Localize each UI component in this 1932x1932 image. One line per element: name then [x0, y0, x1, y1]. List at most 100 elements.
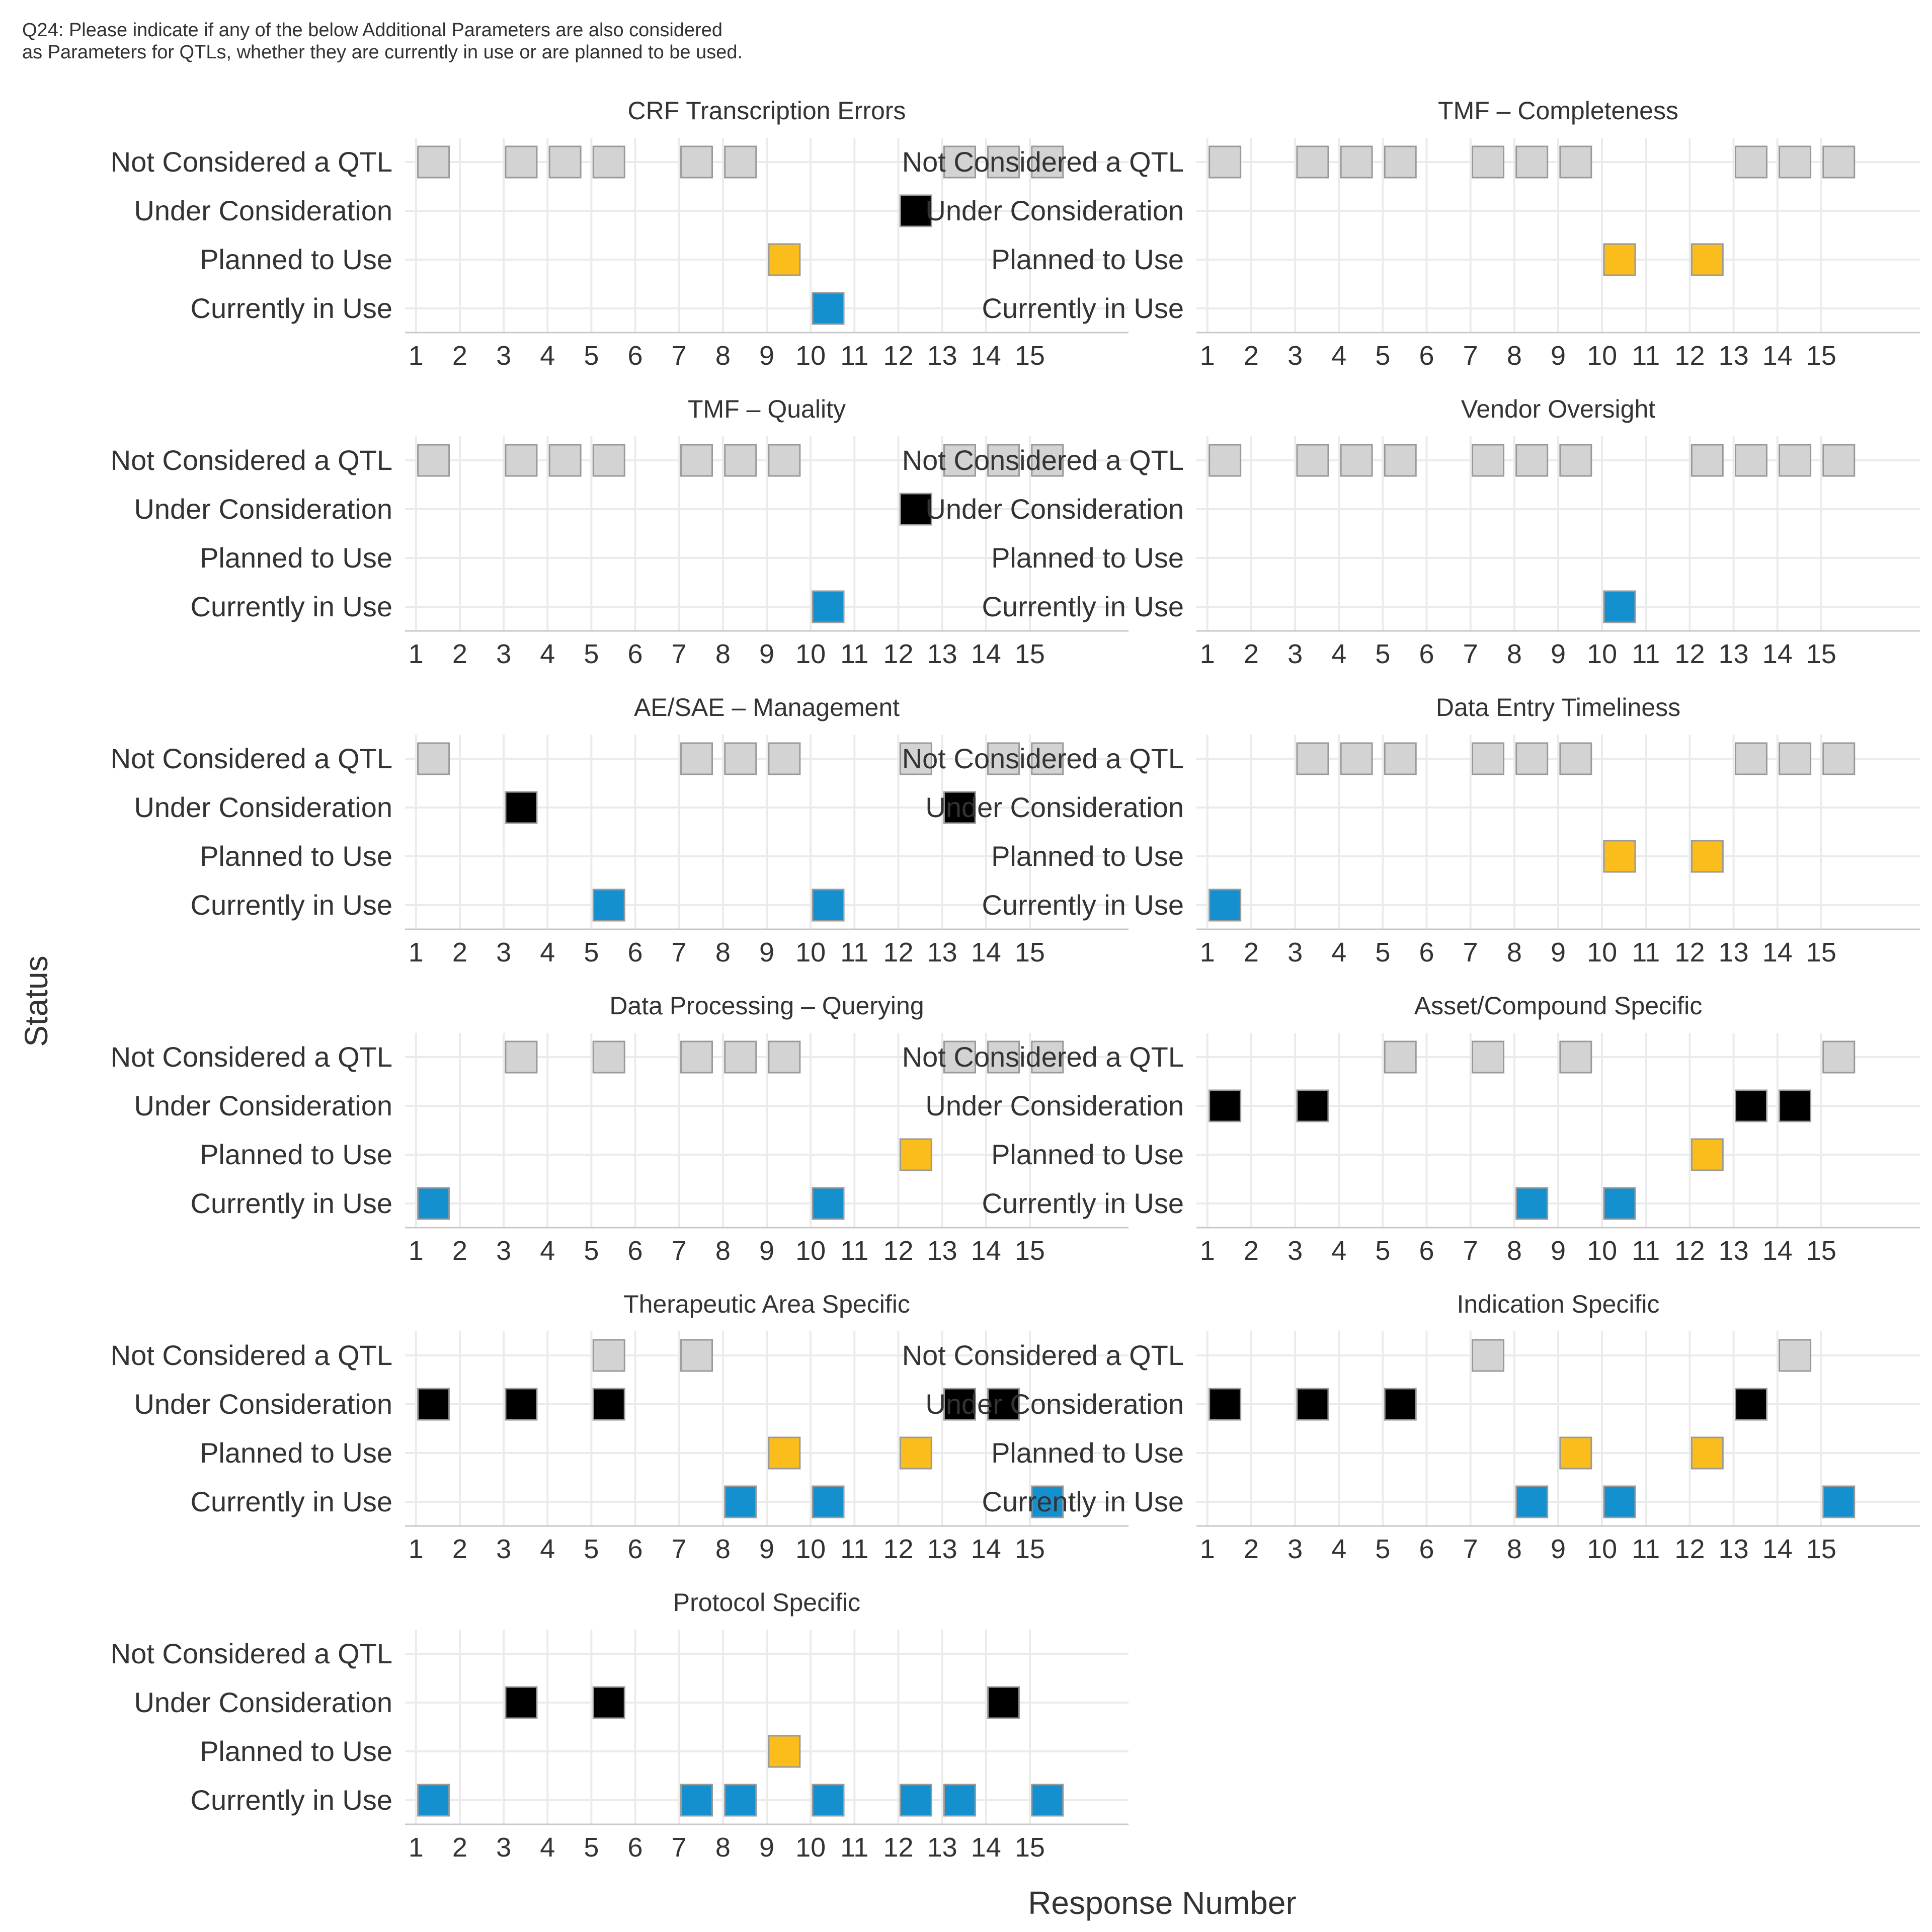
response-tile: [1472, 444, 1505, 477]
y-tick-label: Planned to Use: [200, 1437, 392, 1469]
response-tile: [987, 1686, 1020, 1719]
x-tick-label: 2: [452, 639, 467, 669]
y-tick-label: Currently in Use: [191, 591, 392, 622]
response-tile: [417, 145, 450, 179]
x-tick-label: 4: [1331, 1534, 1346, 1564]
y-tick-label: Under Consideration: [925, 791, 1184, 823]
x-tick-label: 3: [1287, 639, 1303, 669]
x-tick-label: 15: [1806, 937, 1836, 968]
x-tick-label: 5: [584, 1534, 599, 1564]
x-tick-label: 11: [1632, 639, 1660, 669]
y-tick-label: Currently in Use: [982, 591, 1184, 622]
y-tick-label: Not Considered a QTL: [111, 743, 392, 774]
response-tile: [1472, 742, 1505, 775]
x-tick-label: 7: [1463, 937, 1478, 968]
x-tick-label: 1: [1200, 341, 1215, 371]
x-tick-label: 13: [927, 1534, 957, 1564]
response-tile: [987, 1388, 1020, 1421]
x-tick-label: 2: [1244, 341, 1259, 371]
y-tick-label: Currently in Use: [191, 292, 392, 324]
x-tick-label: 11: [840, 1236, 868, 1266]
x-tick-label: 14: [1762, 639, 1793, 669]
response-tile: [987, 145, 1020, 179]
x-tick-label: 15: [1806, 1236, 1836, 1266]
y-tick-label: Planned to Use: [200, 1735, 392, 1767]
x-tick-label: 12: [883, 1534, 913, 1564]
response-tile: [1296, 1089, 1329, 1122]
x-tick-label: 5: [584, 639, 599, 669]
facet-panel: Indication Specific Not Considered a QTL U…: [902, 1290, 1920, 1564]
y-tick-label: Not Considered a QTL: [902, 1041, 1184, 1073]
response-tile: [592, 1339, 625, 1372]
response-tile: [1031, 1485, 1064, 1518]
x-tick-label: 1: [1200, 1534, 1215, 1564]
response-tile: [1603, 243, 1636, 276]
y-tick-label: Planned to Use: [200, 1139, 392, 1170]
response-tile: [680, 1339, 713, 1372]
response-tile: [899, 742, 932, 775]
x-tick-label: 10: [795, 341, 826, 371]
x-tick-label: 8: [715, 639, 731, 669]
x-tick-label: 2: [452, 1534, 467, 1564]
x-tick-label: 7: [672, 1832, 687, 1863]
x-tick-label: 13: [1719, 639, 1749, 669]
response-tile: [417, 1784, 450, 1817]
response-tile: [1031, 444, 1064, 477]
facet-panel: Data Processing – Querying Not Considered…: [111, 992, 1129, 1266]
x-tick-label: 7: [672, 1534, 687, 1564]
x-axis-title: Response Number: [1028, 1885, 1297, 1921]
x-tick-label: 3: [496, 1236, 511, 1266]
response-tile: [417, 1187, 450, 1220]
x-tick-label: 2: [452, 1832, 467, 1863]
response-tile: [1209, 145, 1242, 179]
y-tick-label: Not Considered a QTL: [111, 1339, 392, 1371]
response-tile: [768, 1040, 801, 1074]
y-tick-label: Under Consideration: [134, 195, 392, 226]
x-tick-label: 13: [1719, 1534, 1749, 1564]
response-tile: [899, 1784, 932, 1817]
x-tick-label: 12: [883, 937, 913, 968]
response-tile: [1603, 590, 1636, 623]
response-tile: [1472, 1339, 1505, 1372]
response-tile: [1209, 444, 1242, 477]
x-tick-label: 5: [584, 1832, 599, 1863]
x-tick-label: 3: [496, 1832, 511, 1863]
x-tick-label: 1: [1200, 639, 1215, 669]
response-tile: [680, 742, 713, 775]
y-tick-label: Under Consideration: [925, 1388, 1184, 1420]
x-tick-label: 7: [672, 341, 687, 371]
response-tile: [943, 791, 976, 824]
response-tile: [943, 145, 976, 179]
response-tile: [724, 444, 757, 477]
facet-panel: AE/SAE – Management Not Considered a QTL U…: [111, 693, 1129, 968]
x-tick-label: 6: [1419, 1236, 1434, 1266]
response-tile: [505, 145, 538, 179]
response-tile: [592, 1040, 625, 1074]
x-tick-label: 1: [1200, 937, 1215, 968]
x-tick-label: 14: [971, 1534, 1001, 1564]
caption-line-2: as Parameters for QTLs, whether they are…: [22, 42, 743, 63]
x-tick-label: 6: [1419, 639, 1434, 669]
x-tick-label: 10: [1587, 937, 1617, 968]
response-tile: [1691, 444, 1724, 477]
x-tick-label: 1: [409, 639, 424, 669]
response-tile: [1734, 145, 1767, 179]
response-tile: [899, 1138, 932, 1171]
y-tick-label: Not Considered a QTL: [902, 444, 1184, 476]
x-tick-label: 5: [584, 937, 599, 968]
x-tick-label: 9: [759, 1832, 774, 1863]
response-tile: [1603, 1187, 1636, 1220]
response-tile: [1734, 1388, 1767, 1421]
y-tick-label: Currently in Use: [191, 1486, 392, 1517]
y-tick-label: Currently in Use: [191, 1784, 392, 1816]
x-tick-label: 9: [759, 1236, 774, 1266]
panel-title: AE/SAE – Management: [634, 693, 900, 721]
response-tile: [943, 1388, 976, 1421]
response-tile: [548, 145, 582, 179]
x-tick-label: 15: [1806, 1534, 1836, 1564]
response-tile: [1296, 444, 1329, 477]
x-tick-label: 1: [1200, 1236, 1215, 1266]
x-tick-label: 6: [628, 1534, 643, 1564]
x-tick-label: 15: [1015, 341, 1045, 371]
x-tick-label: 9: [1551, 1534, 1566, 1564]
